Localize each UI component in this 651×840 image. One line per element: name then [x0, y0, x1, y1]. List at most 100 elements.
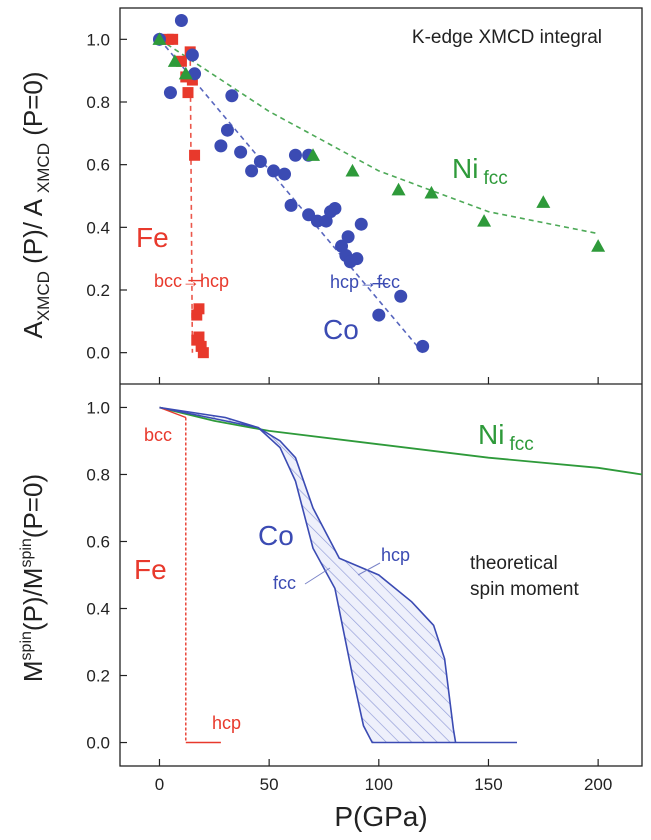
top-trend-lines	[158, 38, 599, 354]
ni-point-3	[306, 148, 321, 161]
top-ytick-label-1: 0.2	[86, 281, 110, 300]
co-point-13	[288, 148, 302, 162]
co-hcp-pointer	[357, 562, 381, 576]
top-ylabel-tail: (P=0)	[18, 71, 48, 143]
x-axis-label: P(GPa)	[334, 801, 427, 832]
top-title: K-edge XMCD integral	[412, 27, 602, 48]
co-point-14	[284, 198, 298, 212]
bottom-ytick-label-1: 0.2	[86, 667, 110, 686]
co-point-2	[174, 14, 188, 28]
co-point-9	[245, 164, 259, 178]
xtick-label-0: 0	[155, 775, 164, 794]
co-point-25	[350, 252, 364, 266]
xtick-label-2: 100	[365, 775, 393, 794]
ni-point-8	[536, 195, 551, 208]
ni-point-0	[152, 32, 167, 45]
fe-point-6	[186, 74, 198, 86]
co-point-3	[185, 48, 199, 62]
fe-point-9	[193, 303, 205, 315]
bottom-y-ticks: 0.0 0.2 0.4 0.6 0.8 1.0	[86, 398, 127, 753]
ni-point-9	[591, 239, 606, 252]
co-point-27	[372, 308, 386, 322]
fe-bcc-label: bcc	[144, 425, 172, 445]
bot-ylabel-p2: (P)/M	[18, 568, 48, 632]
top-y-axis-label: AXMCD (P)/ A XMCD (P=0)	[18, 71, 53, 338]
ni-point-2	[178, 66, 193, 80]
bottom-y-axis-label: Mspin(P)/Mspin(P=0)	[18, 474, 48, 682]
fe-transition-label: bcc→hcp	[154, 271, 229, 291]
co-point-12	[277, 167, 291, 181]
top-ytick-label-4: 0.8	[86, 93, 110, 112]
ni-label-bottom: Ni fcc	[478, 419, 534, 455]
fe-point-13	[197, 347, 209, 359]
bottom-ytick-label-3: 0.6	[86, 532, 110, 551]
top-panel: K-edge XMCD integral Fe bcc→hcp Co hcp→f…	[18, 14, 606, 359]
bottom-ytick-label-0: 0.0	[86, 734, 110, 753]
top-ylabel-sub2: XMCD	[34, 143, 53, 193]
theory-note-line2: spin moment	[470, 579, 579, 600]
ni-point-1	[167, 54, 182, 67]
bot-ylabel-s2: spin	[18, 538, 35, 567]
top-data-points	[152, 14, 606, 359]
x-ticks: 0 50 100 150 200	[155, 377, 612, 794]
fe-point-2	[175, 55, 187, 67]
co-point-10	[253, 155, 267, 169]
ni-point-6	[424, 185, 439, 199]
co-point-5	[214, 139, 228, 153]
co-hcp-label: hcp	[381, 545, 410, 565]
ni-spin-curve	[159, 406, 643, 476]
top-ytick-label-2: 0.4	[86, 218, 110, 237]
fe-point-11	[193, 331, 205, 343]
ni-point-4	[345, 163, 360, 177]
co-point-6	[220, 123, 234, 137]
co-fcc-label: fcc	[273, 573, 296, 593]
co-point-7	[225, 89, 239, 103]
plot-frame	[119, 7, 643, 767]
co-fcc-curve	[159, 406, 517, 744]
xtick-label-4: 200	[584, 775, 612, 794]
axes-box	[119, 7, 643, 767]
co-label-top: Co	[323, 314, 359, 345]
co-fcc-hcp-hatched-region	[159, 407, 456, 743]
fe-label-top: Fe	[136, 222, 169, 253]
bot-ylabel-p1: M	[18, 660, 48, 682]
co-point-26	[354, 217, 368, 231]
co-fcc-pointer	[304, 567, 331, 585]
ni-trend-line	[159, 38, 599, 235]
co-point-1	[163, 86, 177, 100]
ni-label-bottom-name: Ni	[478, 419, 504, 450]
ni-label-top: Ni fcc	[452, 153, 508, 189]
co-point-28	[394, 289, 408, 303]
bot-ylabel-s1: spin	[18, 631, 35, 660]
fe-hcp-label: hcp	[212, 713, 241, 733]
bot-ylabel-p3: (P=0)	[18, 474, 48, 538]
ni-point-7	[477, 214, 492, 227]
fe-point-8	[191, 309, 203, 321]
fe-point-4	[182, 87, 194, 99]
top-y-ticks: 0.0 0.2 0.4 0.6 0.8 1.0	[86, 30, 127, 363]
ni-label-top-sub: fcc	[483, 168, 507, 189]
top-ytick-label-0: 0.0	[86, 344, 110, 363]
ni-label-bottom-sub: fcc	[509, 434, 533, 455]
fe-point-1	[167, 33, 179, 45]
bottom-ytick-label-5: 1.0	[86, 398, 110, 417]
top-ytick-label-3: 0.6	[86, 156, 110, 175]
bottom-ytick-label-2: 0.4	[86, 600, 110, 619]
co-point-11	[267, 164, 281, 178]
fe-label-bottom: Fe	[134, 554, 167, 585]
fe-point-12	[195, 340, 207, 352]
bottom-panel: bcc hcp Fe Co fcc hcp Ni fcc theoretical …	[18, 406, 643, 744]
top-ylabel-main: A	[18, 321, 48, 339]
top-ylabel-sub1: XMCD	[34, 271, 53, 321]
theory-note-line1: theoretical	[470, 553, 558, 574]
ni-point-5	[391, 182, 406, 196]
co-point-29	[416, 339, 430, 353]
fe-point-7	[189, 149, 201, 161]
co-point-20	[328, 202, 342, 216]
top-ylabel-mid: (P)/ A	[18, 193, 48, 271]
co-point-23	[341, 230, 355, 244]
bottom-ytick-label-4: 0.8	[86, 465, 110, 484]
top-ytick-label-5: 1.0	[86, 30, 110, 49]
ni-label-top-name: Ni	[452, 153, 478, 184]
